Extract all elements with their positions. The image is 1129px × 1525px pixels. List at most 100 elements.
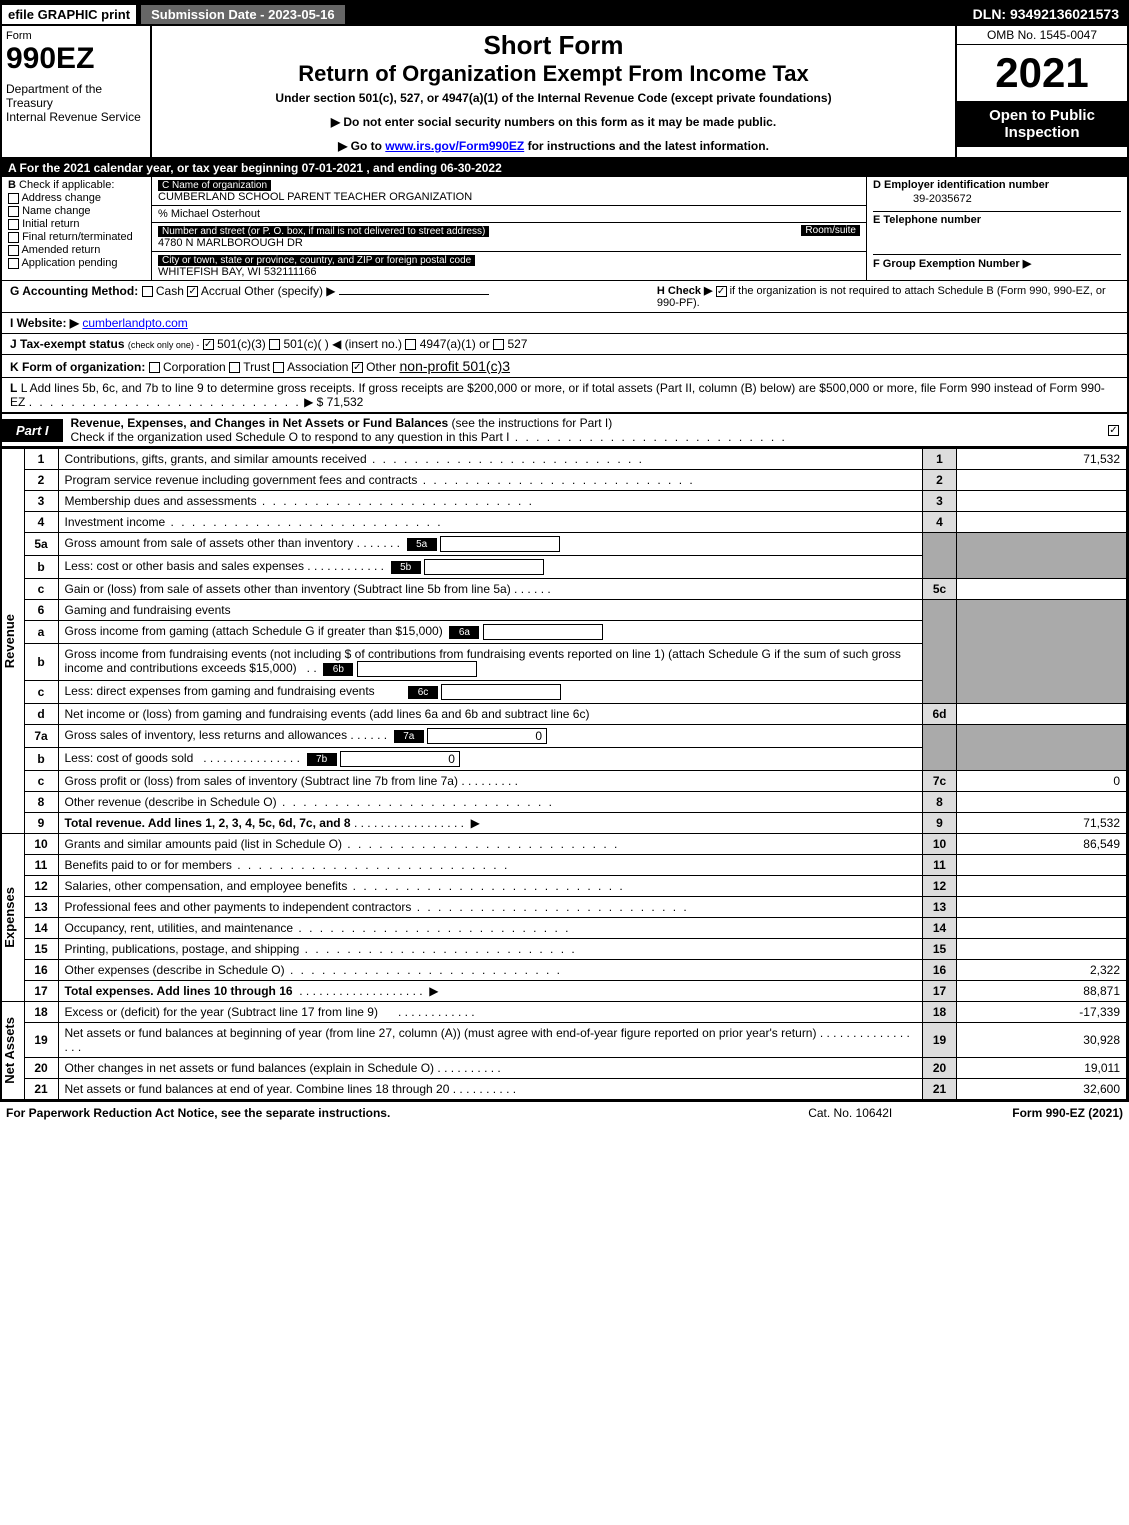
department: Department of the Treasury Internal Reve… <box>6 82 146 124</box>
line-8-desc: Other revenue (describe in Schedule O) <box>65 795 277 809</box>
col-b: B Check if applicable: Address change Na… <box>2 177 152 280</box>
footer-mid: Cat. No. 10642I <box>808 1106 892 1120</box>
form-container: efile GRAPHIC print Submission Date - 20… <box>0 0 1129 1102</box>
street-address: 4780 N MARLBOROUGH DR <box>158 237 303 249</box>
table-row: 9Total revenue. Add lines 1, 2, 3, 4, 5c… <box>2 813 1127 834</box>
line-18-desc: Excess or (deficit) for the year (Subtra… <box>65 1005 378 1019</box>
line-15-amt <box>957 939 1127 960</box>
expenses-side-label: Expenses <box>2 887 17 948</box>
form-number: 990EZ <box>6 42 146 76</box>
dln: DLN: 93492136021573 <box>965 4 1127 24</box>
opt-address: Address change <box>21 192 101 204</box>
table-row: 2Program service revenue including gover… <box>2 470 1127 491</box>
line-7c-amt: 0 <box>957 771 1127 792</box>
efile-label: efile GRAPHIC print <box>2 5 136 24</box>
line-10-amt: 86,549 <box>957 834 1127 855</box>
line-1-desc: Contributions, gifts, grants, and simila… <box>65 452 367 466</box>
line-3-desc: Membership dues and assessments <box>65 494 257 508</box>
line-7c-desc: Gross profit or (loss) from sales of inv… <box>65 774 458 788</box>
g-cash: Cash <box>156 284 184 298</box>
chk-501c3[interactable]: ✓ <box>203 339 214 350</box>
table-row: Expenses 10Grants and similar amounts pa… <box>2 834 1127 855</box>
addr-h: Number and street (or P. O. box, if mail… <box>158 226 489 237</box>
chk-schedule-b[interactable]: ✓ <box>716 286 727 297</box>
short-form-title: Short Form <box>160 30 947 61</box>
line-3-amt <box>957 491 1127 512</box>
line-12-desc: Salaries, other compensation, and employ… <box>65 879 348 893</box>
form-title: Return of Organization Exempt From Incom… <box>160 61 947 87</box>
part-1-sub: (see the instructions for Part I) <box>452 416 613 430</box>
table-row: 4Investment income4 <box>2 512 1127 533</box>
chk-accrual[interactable]: ✓ <box>187 286 198 297</box>
table-row: 5aGross amount from sale of assets other… <box>2 533 1127 556</box>
row-i-website: I Website: ▶ cumberlandpto.com <box>2 313 1127 334</box>
table-row: 16Other expenses (describe in Schedule O… <box>2 960 1127 981</box>
row-k-form-org: K Form of organization: Corporation Trus… <box>2 355 1127 378</box>
line-5b-desc: Less: cost or other basis and sales expe… <box>65 559 304 573</box>
chk-trust[interactable] <box>229 362 240 373</box>
h-schedule-b: H Check ▶ ✓ if the organization is not r… <box>657 284 1119 309</box>
opt-amended: Amended return <box>21 244 100 256</box>
website-link[interactable]: cumberlandpto.com <box>82 316 187 330</box>
chk-cash[interactable] <box>142 286 153 297</box>
opt-name: Name change <box>22 205 91 217</box>
header-left: Form 990EZ Department of the Treasury In… <box>2 26 152 157</box>
opt-pending: Application pending <box>21 257 117 269</box>
table-row: dNet income or (loss) from gaming and fu… <box>2 704 1127 725</box>
k-other-val: non-profit 501(c)3 <box>400 358 511 374</box>
line-2-desc: Program service revenue including govern… <box>65 473 418 487</box>
val-7a: 0 <box>427 728 547 744</box>
line-20-amt: 19,011 <box>957 1058 1127 1079</box>
line-7a-desc: Gross sales of inventory, less returns a… <box>65 728 348 742</box>
val-5b <box>424 559 544 575</box>
chk-name-change[interactable]: Name change <box>8 205 145 217</box>
chk-501c[interactable] <box>269 339 280 350</box>
top-bar: efile GRAPHIC print Submission Date - 20… <box>2 2 1127 26</box>
line-5a-desc: Gross amount from sale of assets other t… <box>65 536 354 550</box>
chk-assoc[interactable] <box>273 362 284 373</box>
chk-corp[interactable] <box>149 362 160 373</box>
table-row: 20Other changes in net assets or fund ba… <box>2 1058 1127 1079</box>
ln-1-no: 1 <box>923 449 957 470</box>
chk-other-org[interactable]: ✓ <box>352 362 363 373</box>
line-9-amt: 71,532 <box>957 813 1127 834</box>
instruction-2: ▶ Go to www.irs.gov/Form990EZ for instru… <box>160 139 947 153</box>
k-o4-pre: Other <box>366 360 396 374</box>
grp-arrow-icon: ▶ <box>1023 258 1031 270</box>
line-4-desc: Investment income <box>65 515 166 529</box>
under-section: Under section 501(c), 527, or 4947(a)(1)… <box>160 91 947 105</box>
chk-final[interactable]: Final return/terminated <box>8 231 145 243</box>
i-label: I Website: ▶ <box>10 316 79 330</box>
part-1-tag: Part I <box>2 419 63 442</box>
line-6-desc: Gaming and fundraising events <box>58 600 923 621</box>
line-7b-desc: Less: cost of goods sold <box>65 751 194 765</box>
opt-initial: Initial return <box>22 218 79 230</box>
part-1-table: Revenue 1 Contributions, gifts, grants, … <box>2 448 1127 1100</box>
section-b-to-f: B Check if applicable: Address change Na… <box>2 177 1127 281</box>
chk-initial[interactable]: Initial return <box>8 218 145 230</box>
chk-527[interactable] <box>493 339 504 350</box>
chk-schedule-o[interactable]: ✓ <box>1108 425 1119 436</box>
line-14-amt <box>957 918 1127 939</box>
val-6a <box>483 624 603 640</box>
chk-4947[interactable] <box>405 339 416 350</box>
opt-final: Final return/terminated <box>22 231 133 243</box>
table-row: 14Occupancy, rent, utilities, and mainte… <box>2 918 1127 939</box>
chk-address-change[interactable]: Address change <box>8 192 145 204</box>
instruction-1: ▶ Do not enter social security numbers o… <box>160 115 947 129</box>
line-19-amt: 30,928 <box>957 1023 1127 1058</box>
chk-amended[interactable]: Amended return <box>8 244 145 256</box>
line-17-amt: 88,871 <box>957 981 1127 1002</box>
box-7b: 7b <box>307 753 337 766</box>
ein-h: D Employer identification number <box>873 179 1121 191</box>
irs-link[interactable]: www.irs.gov/Form990EZ <box>385 139 524 153</box>
table-row: Revenue 1 Contributions, gifts, grants, … <box>2 449 1127 470</box>
row-g-h: G Accounting Method: Cash ✓ Accrual Othe… <box>2 281 1127 313</box>
b-label: B <box>8 179 16 191</box>
table-row: 11Benefits paid to or for members11 <box>2 855 1127 876</box>
form-word: Form <box>6 30 146 42</box>
box-6a: 6a <box>449 626 479 639</box>
chk-pending[interactable]: Application pending <box>8 257 145 269</box>
box-6c: 6c <box>408 686 438 699</box>
val-5a <box>440 536 560 552</box>
